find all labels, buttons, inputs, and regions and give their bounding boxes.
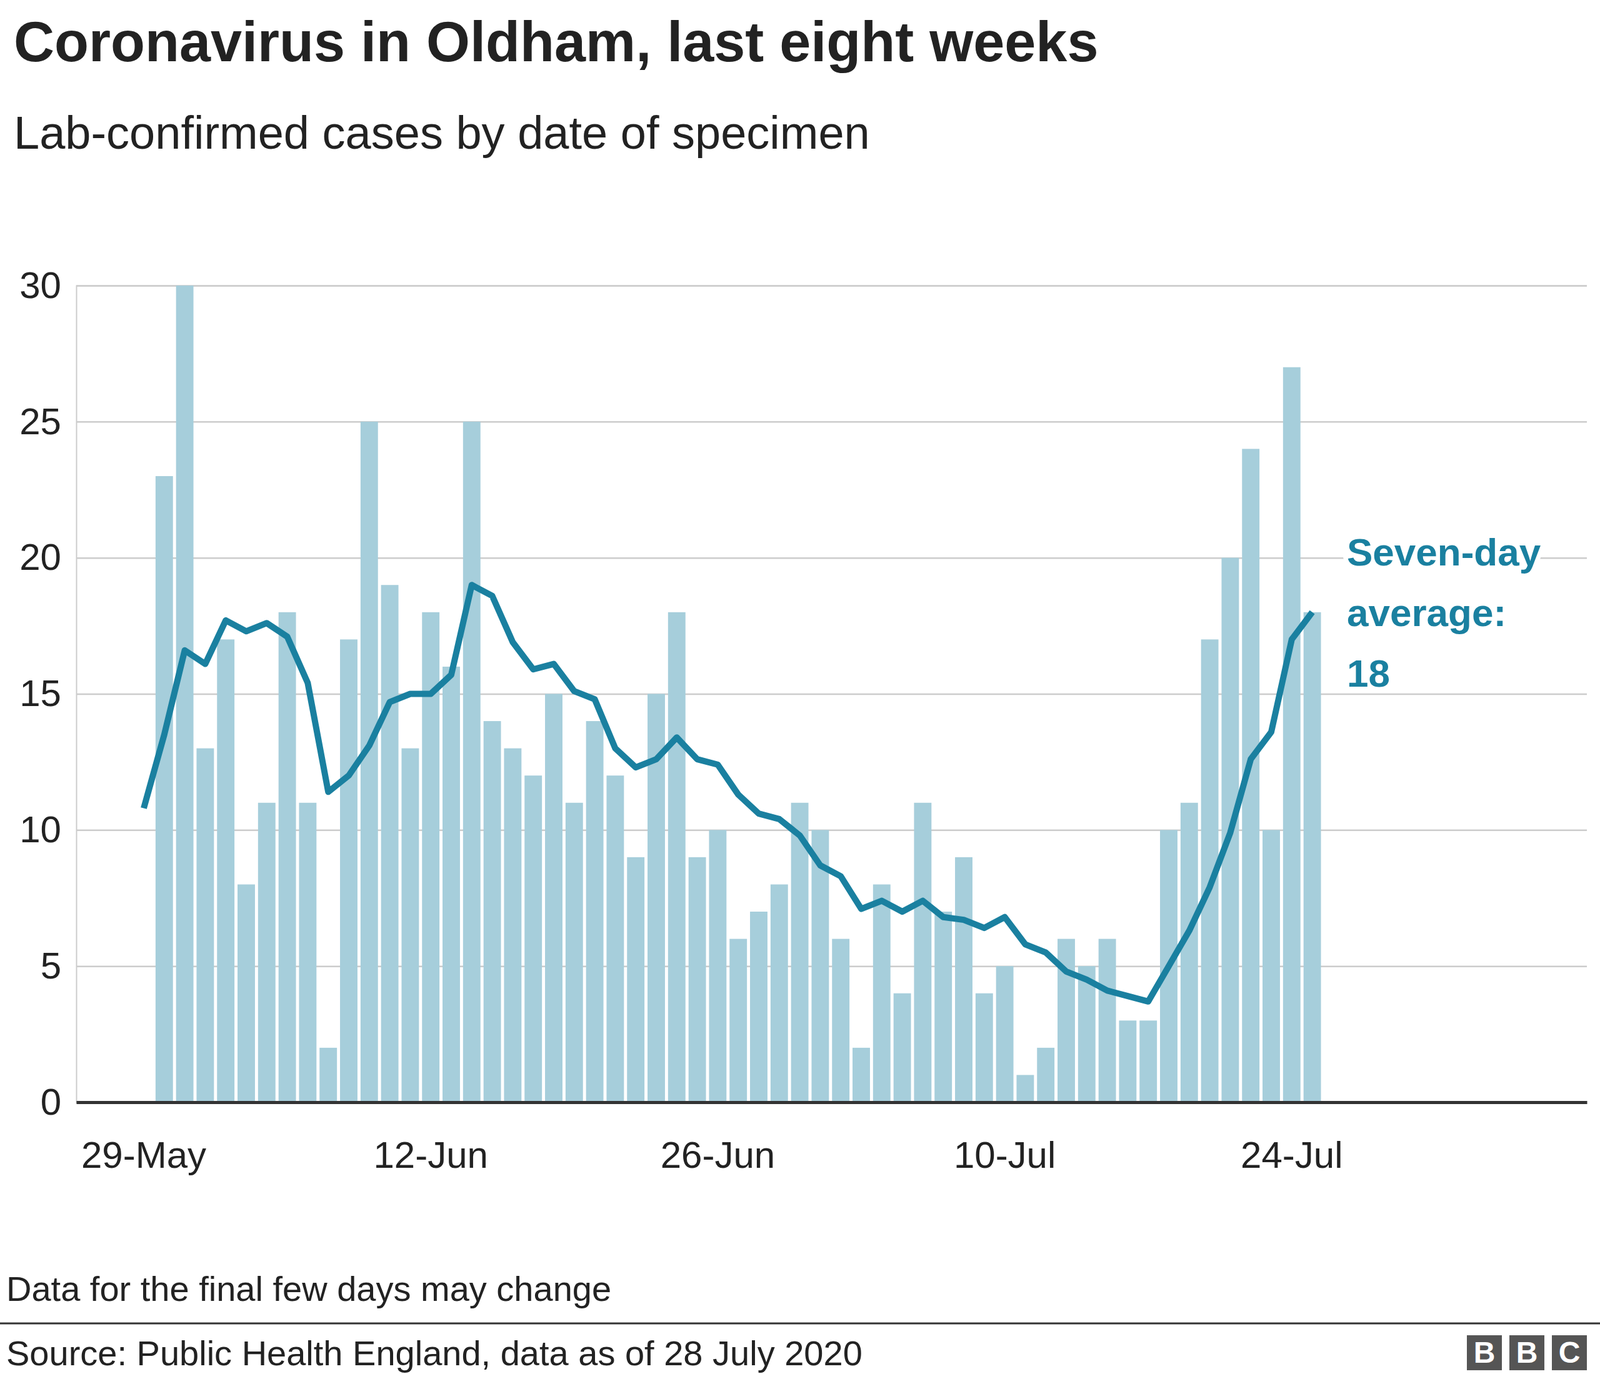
footnote: Data for the final few days may change — [6, 1269, 612, 1309]
bar — [237, 884, 255, 1103]
bar — [831, 939, 850, 1103]
bar — [688, 857, 707, 1103]
logo-box — [1551, 1335, 1587, 1371]
bar — [996, 966, 1014, 1103]
bar — [258, 803, 276, 1103]
x-tick: 10-Jul — [953, 1102, 1056, 1177]
bar — [893, 993, 912, 1103]
bar — [913, 803, 932, 1103]
annotation: Seven-dayaverage:18 — [1346, 530, 1542, 695]
x-tick: 12-Jun — [373, 1102, 488, 1177]
bar — [176, 285, 194, 1103]
bar — [216, 639, 235, 1103]
bar — [1139, 1020, 1157, 1103]
bar — [1078, 966, 1096, 1103]
bar — [524, 775, 542, 1103]
y-tick-label: 0 — [40, 1081, 62, 1124]
x-axis: 29-May 12-Jun 26-Jun 10-Jul 24-Jul — [76, 1102, 1588, 1177]
bar — [401, 748, 419, 1103]
title: Coronavirus in Oldham, last eight weeks — [13, 10, 1099, 74]
x-axis-line — [76, 1101, 1588, 1105]
bar — [668, 612, 686, 1103]
plot-area — [143, 285, 1322, 1103]
x-tick-label: 26-Jun — [660, 1134, 775, 1177]
source: Source: Public Health England, data as o… — [6, 1333, 863, 1374]
bar — [1036, 1048, 1055, 1103]
bar — [1283, 367, 1301, 1103]
grid-line — [76, 1101, 1587, 1104]
bar — [381, 585, 399, 1103]
x-tick-label: 24-Jul — [1240, 1134, 1343, 1177]
x-tick-label: 29-May — [81, 1134, 207, 1177]
bar — [196, 748, 214, 1103]
bar — [360, 421, 379, 1103]
x-tick: 24-Jul — [1240, 1102, 1343, 1177]
y-tick-label: 10 — [19, 808, 62, 851]
bar — [1016, 1075, 1034, 1103]
bar — [873, 884, 891, 1103]
logo-text: BBC — [1473, 1336, 1581, 1370]
bar — [278, 612, 297, 1103]
x-tick-label: 10-Jul — [953, 1134, 1056, 1177]
y-tick-label: 25 — [19, 400, 62, 443]
x-tick-label: 12-Jun — [373, 1134, 488, 1177]
bar — [463, 421, 481, 1103]
bar — [975, 993, 994, 1103]
logo: BBC — [1466, 1335, 1587, 1371]
bar — [483, 721, 502, 1103]
bar — [606, 775, 624, 1103]
y-axis: 0 5 10 15 20 25 30 — [19, 264, 1587, 1124]
logo-letter: B — [1473, 1336, 1496, 1370]
y-tick-label: 15 — [19, 672, 62, 715]
bar — [1118, 1020, 1137, 1103]
bar — [340, 639, 358, 1103]
bar — [442, 666, 460, 1103]
separator — [0, 1323, 1600, 1325]
bar — [852, 1048, 870, 1103]
bar — [1180, 803, 1199, 1103]
y-tick: 30 — [19, 264, 1587, 307]
chart: Coronavirus in Oldham, last eight weeks L… — [0, 0, 1600, 1374]
bar — [586, 721, 604, 1103]
grid-line — [76, 285, 1587, 287]
y-tick: 25 — [19, 400, 1587, 443]
grid-line — [76, 421, 1587, 424]
x-tick: 26-Jun — [660, 1102, 775, 1177]
bar — [298, 803, 317, 1103]
bar — [565, 803, 584, 1103]
logo-letter: B — [1516, 1336, 1539, 1370]
logo-letter: C — [1558, 1336, 1581, 1370]
bar — [1303, 612, 1322, 1103]
bar — [770, 884, 789, 1103]
y-tick-label: 20 — [19, 536, 62, 579]
bar — [1098, 939, 1117, 1103]
x-tick: 29-May — [81, 1102, 207, 1177]
bar — [750, 911, 768, 1103]
average-line — [143, 585, 1313, 1002]
bar — [729, 939, 747, 1103]
bar — [155, 476, 174, 1103]
y-tick-label: 5 — [40, 945, 62, 987]
y-tick-label: 30 — [19, 264, 62, 307]
bar — [626, 857, 645, 1103]
subtitle: Lab-confirmed cases by date of specimen — [13, 106, 870, 159]
bar — [708, 830, 727, 1103]
logo-box — [1466, 1335, 1502, 1371]
logo-box — [1509, 1335, 1545, 1371]
bar — [955, 857, 973, 1103]
bar — [503, 748, 522, 1103]
bar — [1262, 830, 1280, 1103]
y-axis-line — [76, 286, 1588, 1104]
bar — [319, 1048, 337, 1103]
bar — [545, 694, 563, 1104]
bar — [934, 911, 952, 1103]
